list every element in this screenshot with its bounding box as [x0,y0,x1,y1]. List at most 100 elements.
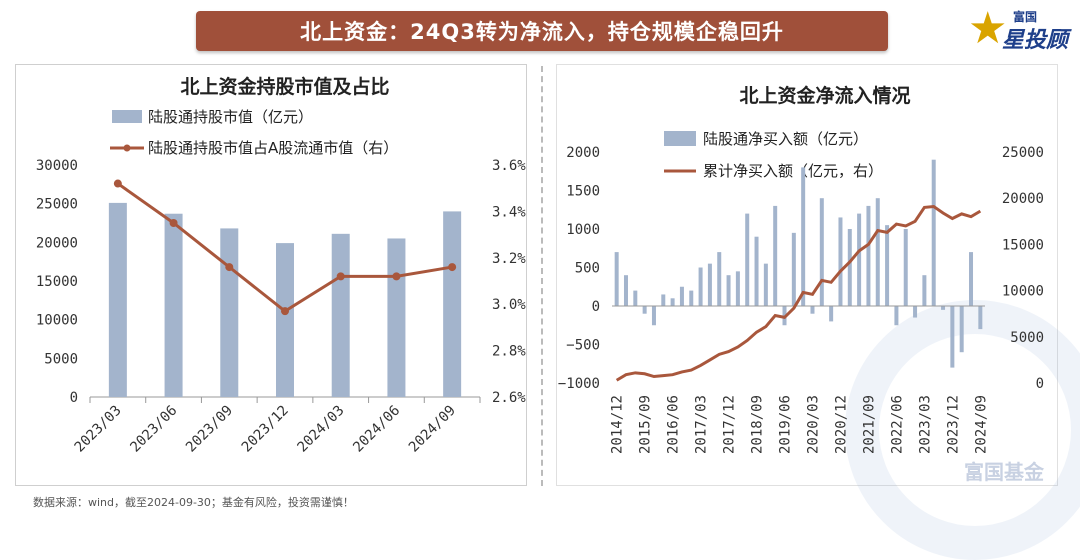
x-tick-label: 2021/09 [861,395,877,454]
bar [745,213,750,306]
panel-divider [541,66,543,486]
bar [276,243,294,397]
bar [875,198,880,306]
legend-bar-label: 陆股通净买入额（亿元） [703,130,868,148]
bar [633,290,638,306]
legend-bar-label: 陆股通持股市值（亿元） [148,108,313,126]
bar [735,271,740,306]
bar [819,198,824,306]
y-left-tick: −500 [566,338,600,354]
bar [689,290,694,306]
bar [922,275,927,306]
bar [717,252,722,306]
bar [801,167,806,306]
bar [642,306,647,314]
y-right-tick: 5000 [1010,330,1044,346]
bar [754,236,759,306]
chart1-title: 北上资金持股市值及占比 [180,75,389,98]
bar [623,275,628,306]
y-right-tick: 2.8% [492,344,526,360]
source-note: 数据来源：wind，截至2024-09-30；基金有风险，投资需谨慎！ [33,496,354,509]
bar [838,217,843,306]
bar [164,213,183,397]
bar [941,306,946,310]
y-left-tick: 10000 [36,313,78,329]
bar [857,213,862,306]
bar [707,263,712,306]
brand-logo: ★ 富国 星投顾 [968,4,1073,54]
x-tick-label: 2022/06 [889,395,905,454]
x-tick-label: 2015/09 [638,395,654,454]
x-tick-label: 2016/06 [666,395,682,454]
bar [829,306,834,322]
bar [894,306,899,326]
legend-line-label: 累计净买入额（亿元，右） [703,162,883,180]
x-tick-label: 2023/12 [945,395,961,454]
bar [670,298,675,306]
y-right-tick: 25000 [1002,145,1044,161]
x-tick-label: 2017/12 [722,395,738,454]
x-tick-label: 2014/12 [610,395,626,454]
line-point [169,219,178,227]
logo-small-text: 富国 [1013,10,1038,24]
y-right-tick: 3.0% [492,297,526,313]
y-right-tick: 3.4% [492,204,526,220]
y-left-tick: 15000 [36,274,78,290]
line-point [225,263,234,272]
y-left-tick: 0 [592,299,600,315]
line-point [113,179,122,188]
x-tick-label: 2018/09 [750,395,766,454]
x-tick-label: 2020/12 [833,395,849,454]
bar [810,306,815,314]
bar [773,205,778,306]
bar [331,233,350,397]
y-left-tick: 25000 [36,197,78,213]
y-right-tick: 15000 [1002,237,1044,253]
bar [443,211,462,397]
bar [903,229,908,306]
bar [950,306,955,368]
y-left-tick: 1000 [566,222,600,238]
y-left-tick: −1000 [558,376,600,392]
bar [866,205,871,306]
bar [614,252,619,306]
right-chart-frame [556,64,1058,486]
bar [108,202,127,397]
x-tick-label: 2024/09 [973,395,989,454]
y-left-tick: 500 [575,261,600,277]
line-point [281,307,289,316]
y-left-tick: 1500 [566,184,600,200]
y-left-tick: 30000 [36,158,78,174]
x-tick-label: 2023/03 [917,395,933,454]
bar [698,267,703,306]
star-icon: ★ [968,3,1008,54]
y-left-tick: 20000 [36,235,78,251]
line-point [448,263,457,272]
chart2-title: 北上资金净流入情况 [739,84,910,107]
bar [913,306,918,318]
line-point [336,272,345,281]
y-right-tick: 0 [1036,376,1044,392]
y-right-tick: 10000 [1002,284,1044,300]
bar [679,286,684,306]
bar [661,294,666,306]
logo-large-text: 星投顾 [1002,28,1069,53]
banner-title: 北上资金：24Q3转为净流入，持仓规模企稳回升 [196,11,888,51]
x-tick-label: 2019/06 [778,395,794,454]
bar [726,275,731,306]
legend-line-label: 陆股通持股市值占A股流通市值（右） [148,139,398,157]
legend-bar-swatch [664,131,696,146]
legend-bar-swatch [112,110,142,123]
y-left-tick: 5000 [44,351,78,367]
left-chart-frame [15,64,527,486]
bar [763,263,768,306]
bar [387,238,406,397]
bar [651,306,656,326]
y-right-tick: 3.2% [492,251,526,267]
bar [969,252,974,306]
bar [931,159,936,306]
x-tick-label: 2020/03 [805,395,821,454]
bar [959,306,964,353]
